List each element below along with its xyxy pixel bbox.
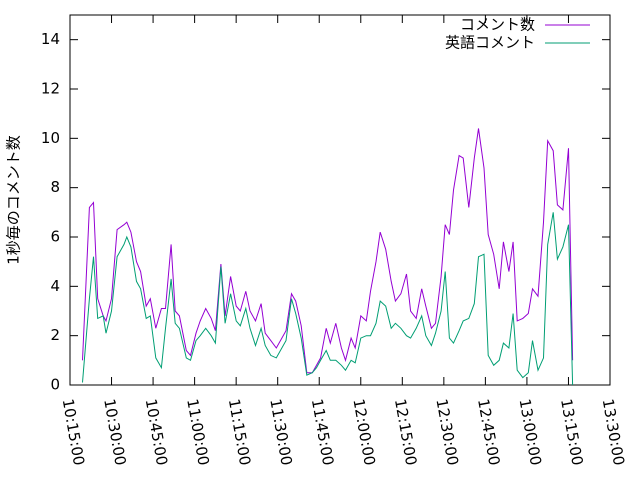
x-tick-label: 13:00:00 [516, 397, 545, 466]
x-tick-label: 11:00:00 [183, 397, 212, 466]
x-tick-label: 12:15:00 [391, 397, 420, 466]
x-tick-label: 13:30:00 [599, 397, 628, 466]
x-tick-label: 10:30:00 [100, 397, 129, 466]
x-tick-label: 13:15:00 [557, 397, 586, 466]
plot-frame [69, 14, 611, 386]
x-tick-label: 12:45:00 [474, 397, 503, 466]
series-line [82, 128, 574, 374]
y-tick-label: 10 [41, 129, 60, 147]
y-tick-label: 0 [50, 376, 60, 394]
y-tick-label: 8 [50, 178, 60, 196]
x-tick-label: 11:30:00 [266, 397, 295, 466]
x-tick-label: 12:30:00 [432, 397, 461, 466]
y-tick-label: 14 [41, 30, 60, 48]
y-tick-label: 6 [50, 228, 60, 246]
y-tick-label: 4 [50, 277, 60, 295]
legend-label: 英語コメント [445, 34, 535, 52]
legend-label: コメント数 [460, 16, 535, 34]
x-tick-label: 12:00:00 [349, 397, 378, 466]
x-tick-label: 11:15:00 [225, 397, 254, 466]
y-tick-label: 2 [50, 326, 60, 344]
y-axis-label: 1秒毎のコメント数 [5, 135, 23, 265]
x-tick-label: 10:45:00 [142, 397, 171, 466]
series-line [82, 212, 574, 386]
y-tick-label: 12 [41, 80, 60, 98]
x-tick-label: 11:45:00 [308, 397, 337, 466]
x-tick-label: 10:15:00 [59, 397, 88, 466]
